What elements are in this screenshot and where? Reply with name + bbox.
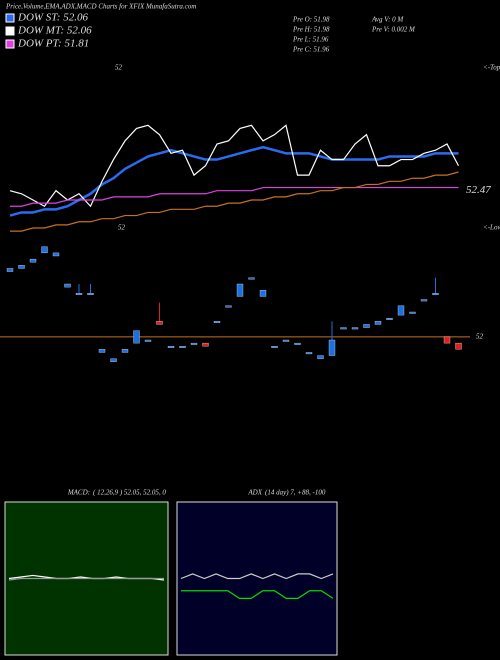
candle-body: [144, 339, 152, 342]
candle-body: [455, 342, 462, 350]
candle-body: [294, 342, 301, 345]
line: [10, 186, 459, 207]
candle-body: [18, 265, 25, 269]
candle-body: [443, 336, 451, 344]
candle-body: [282, 339, 290, 342]
candle-body: [432, 293, 439, 295]
info-text: Pre C: 51.96: [292, 46, 330, 54]
candle-body: [328, 339, 336, 356]
info-text: Pre H: 51.98: [292, 26, 330, 34]
candle-body: [248, 277, 255, 280]
candle-body: [386, 318, 393, 320]
candle-body: [420, 299, 428, 302]
legend-swatch: [5, 13, 15, 23]
legend-swatch: [5, 26, 15, 36]
panel-title: ADX: [247, 489, 262, 497]
annotation: 52: [115, 64, 123, 72]
line: [8, 577, 164, 581]
line: [10, 171, 459, 232]
candle-body: [64, 283, 71, 288]
candle-body: [110, 358, 117, 362]
candle-body: [340, 327, 347, 330]
panel-subtitle: ( 12,26,9 ) 52.05, 52.05, 0: [93, 489, 166, 497]
info-text: Pre V: 0.002 M: [371, 26, 416, 34]
candle-body: [213, 321, 221, 323]
info-text: Pre O: 51.98: [292, 16, 330, 24]
legend-swatch: [5, 39, 15, 49]
candle-body: [351, 327, 359, 330]
legend-label: DOW ST: 52.06: [17, 12, 88, 24]
candle-body: [75, 293, 83, 295]
panel: [176, 501, 338, 656]
candle-body: [167, 346, 175, 348]
candle-body: [317, 355, 324, 359]
candle-body: [271, 346, 278, 348]
line: [9, 145, 459, 217]
annotation: <-Tops: [483, 64, 500, 72]
candle-body: [6, 268, 14, 272]
candle-body: [397, 305, 405, 316]
candle-body: [98, 349, 106, 353]
panel-title: MACD:: [67, 489, 90, 497]
panel-subtitle: (14 day) 7, +88, -100: [265, 489, 326, 497]
candle-body: [179, 346, 186, 348]
price-label: 52.47: [466, 184, 491, 196]
info-text: Pre L: 51.96: [292, 36, 329, 44]
candle-body: [52, 252, 60, 257]
info-text: Avg V: 0 M: [371, 16, 404, 24]
annotation: 52: [118, 224, 126, 232]
reference-label: 52: [476, 332, 484, 340]
candle-body: [259, 290, 267, 297]
candle-body: [374, 321, 382, 325]
candle-body: [121, 349, 129, 353]
candle-body: [225, 305, 232, 308]
candle-body: [41, 246, 48, 254]
line: [180, 573, 334, 580]
candle-body: [236, 283, 244, 297]
annotation: <-Lows: [483, 224, 500, 232]
candle-body: [305, 352, 313, 355]
chart-title: Price,Volume,EMA,ADX,MACD Charts for XFI…: [5, 3, 196, 11]
candle-body: [133, 330, 140, 344]
legend-label: DOW MT: 52.06: [17, 25, 92, 37]
candle-body: [409, 311, 416, 314]
candle-body: [190, 342, 198, 345]
candle-body: [87, 293, 94, 295]
line: [181, 590, 334, 599]
legend-label: DOW PT: 51.81: [17, 38, 89, 50]
candle-body: [156, 321, 163, 325]
candle-body: [363, 324, 370, 328]
candle-body: [29, 258, 37, 263]
candle-body: [202, 342, 209, 347]
